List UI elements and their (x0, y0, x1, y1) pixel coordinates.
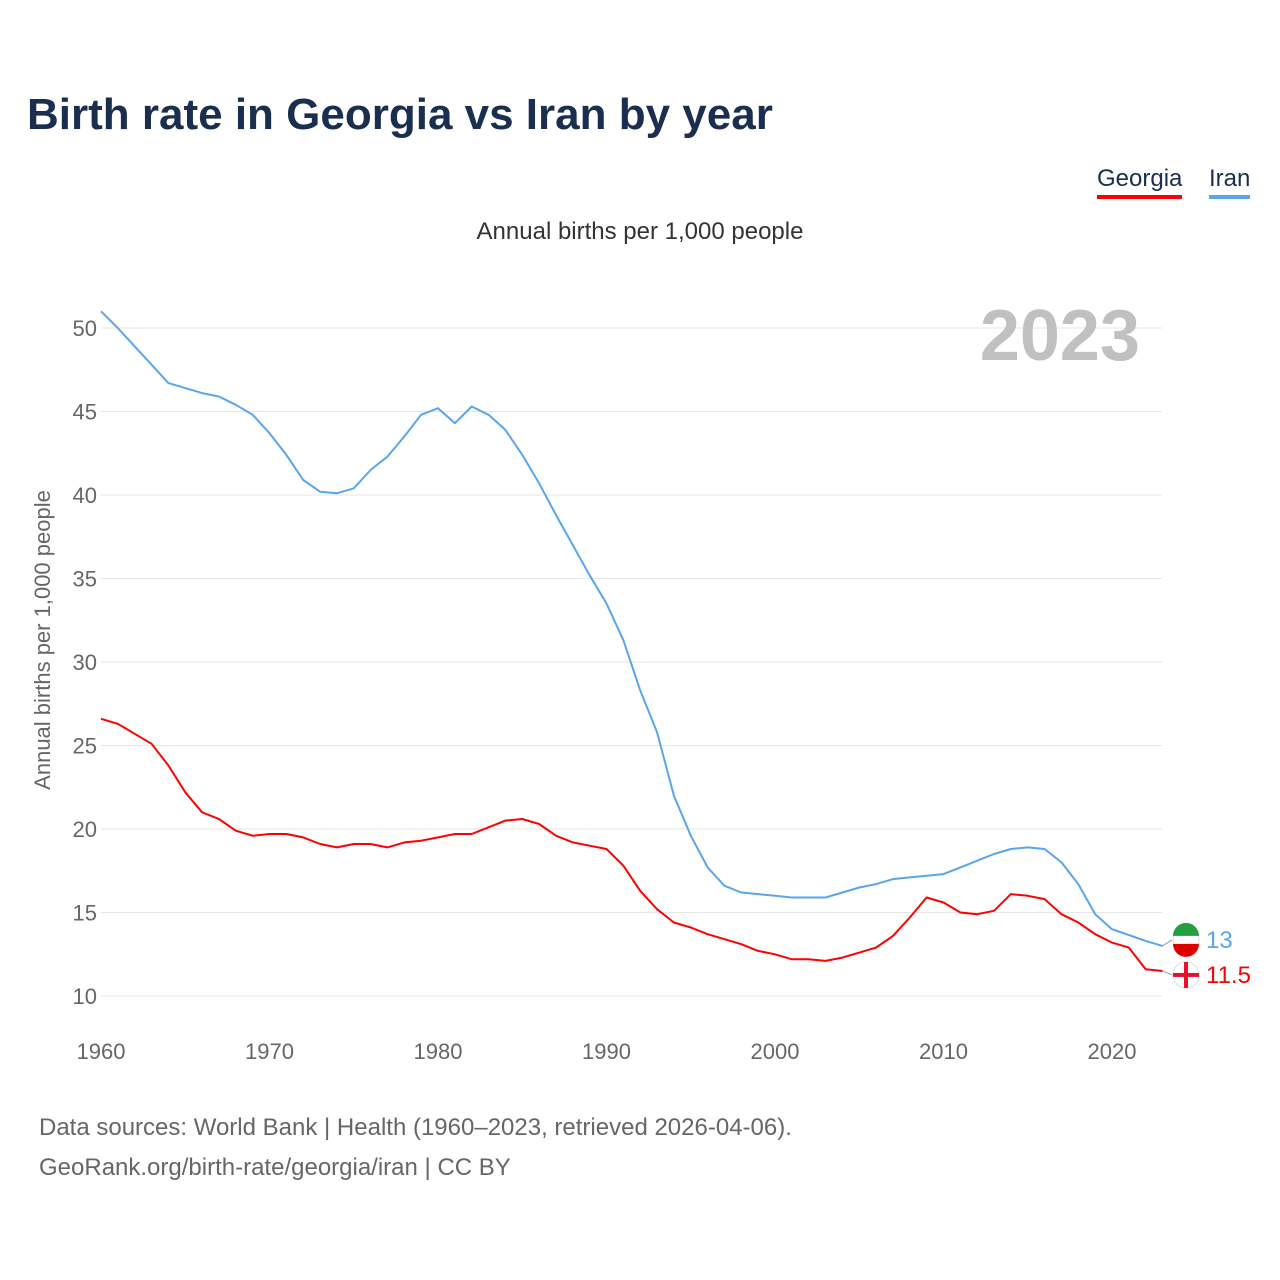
flag-stripe (1173, 922, 1199, 936)
end-value-label-iran: 13 (1206, 927, 1233, 954)
series-line-iran (100, 310, 1163, 947)
y-tick-label: 30 (73, 650, 97, 675)
flag-stripe (1173, 943, 1199, 957)
y-tick-label: 35 (73, 567, 97, 592)
flag-cross (1173, 972, 1199, 977)
y-tick-label: 20 (73, 817, 97, 842)
x-tick-label: 1990 (582, 1039, 631, 1064)
y-tick-label: 40 (73, 483, 97, 508)
y-tick-label: 15 (73, 901, 97, 926)
x-tick-label: 1960 (77, 1039, 126, 1064)
legend-georgia[interactable]: Georgia (1097, 165, 1183, 199)
y-axis-label: Annual births per 1,000 people (30, 490, 55, 790)
end-connector (1162, 939, 1173, 947)
x-tick-label: 1970 (245, 1039, 294, 1064)
x-tick-label: 2020 (1088, 1039, 1137, 1064)
x-tick-label: 2000 (751, 1039, 800, 1064)
x-tick-label: 1980 (414, 1039, 463, 1064)
series-line-georgia (100, 717, 1163, 972)
end-connector (1162, 970, 1173, 976)
chart-subtitle: Annual births per 1,000 people (476, 218, 804, 245)
year-watermark: 2023 (980, 296, 1140, 376)
source-line-1: Data sources: World Bank | Health (1960–… (39, 1114, 792, 1141)
y-tick-label: 45 (73, 400, 97, 425)
y-tick-label: 10 (73, 984, 97, 1009)
y-tick-label: 50 (73, 316, 97, 341)
legend-iran[interactable]: Iran (1209, 165, 1251, 199)
end-value-label-georgia: 11.5 (1206, 962, 1251, 989)
source-line-2[interactable]: GeoRank.org/birth-rate/georgia/iran | CC… (39, 1154, 511, 1181)
x-tick-label: 2010 (919, 1039, 968, 1064)
source-note: Data sources: World Bank | Health (1960–… (39, 1108, 792, 1188)
y-tick-label: 25 (73, 734, 97, 759)
chart-title: Birth rate in Georgia vs Iran by year (27, 90, 773, 139)
